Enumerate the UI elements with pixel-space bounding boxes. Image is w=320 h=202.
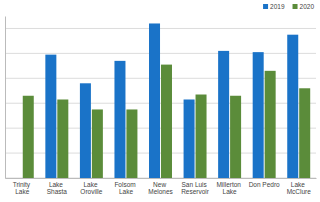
legend: 2019 2020 — [263, 3, 314, 10]
bars — [23, 23, 310, 178]
legend-item: 2019 — [263, 3, 285, 10]
x-tick: Lake McClure — [287, 178, 312, 195]
x-tick-label: Millerton Lake — [216, 181, 242, 195]
legend-swatch — [263, 4, 268, 9]
bar — [253, 52, 264, 178]
x-tick-label: San Luis Reservoir — [181, 181, 210, 195]
legend-label: 2019 — [270, 3, 285, 10]
chart: Trinity Lake Lake Shasta Lake Oroville Fols… — [0, 0, 320, 202]
grid-line — [5, 28, 316, 29]
bar — [23, 96, 34, 178]
x-axis-line — [6, 178, 317, 179]
x-tick-label: Trinity Lake — [13, 181, 32, 195]
x-axis: Trinity Lake Lake Shasta Lake Oroville Fols… — [6, 178, 317, 195]
x-tick: Lake Oroville — [80, 178, 102, 195]
x-tick: San Luis Reservoir — [181, 178, 210, 195]
x-tick: Don Pedro — [249, 178, 280, 188]
x-tick: Trinity Lake — [13, 178, 32, 195]
bar — [196, 95, 207, 178]
bar — [149, 23, 160, 178]
legend-swatch — [293, 4, 298, 9]
bar — [230, 96, 241, 178]
x-tick-label: Lake Oroville — [80, 181, 102, 195]
legend-label: 2020 — [300, 3, 315, 10]
x-tick: New Melones — [148, 178, 173, 195]
plot: Trinity Lake Lake Shasta Lake Oroville Fols… — [5, 17, 317, 196]
grid — [5, 28, 316, 178]
bar — [114, 61, 125, 178]
bar — [161, 65, 172, 178]
bar — [218, 51, 229, 178]
x-tick-label: Lake Shasta — [47, 181, 68, 195]
x-tick: Lake Shasta — [47, 178, 68, 195]
y-axis — [5, 17, 7, 179]
bar — [92, 109, 103, 178]
bar — [287, 35, 298, 178]
legend-item: 2020 — [293, 3, 315, 10]
bar — [265, 71, 276, 178]
x-tick-label: New Melones — [148, 181, 173, 195]
bar — [126, 109, 137, 178]
x-tick-label: Lake McClure — [287, 181, 312, 195]
bar — [45, 55, 56, 178]
bar — [184, 99, 195, 178]
y-axis-line — [5, 17, 6, 179]
bar — [80, 83, 91, 178]
grid-line — [5, 53, 316, 54]
bar — [299, 88, 310, 178]
x-tick-label: Don Pedro — [249, 181, 280, 188]
x-tick-label: Folsom Lake — [114, 181, 137, 195]
x-tick: Millerton Lake — [216, 178, 242, 195]
x-tick: Folsom Lake — [114, 178, 137, 195]
bar — [57, 99, 68, 178]
